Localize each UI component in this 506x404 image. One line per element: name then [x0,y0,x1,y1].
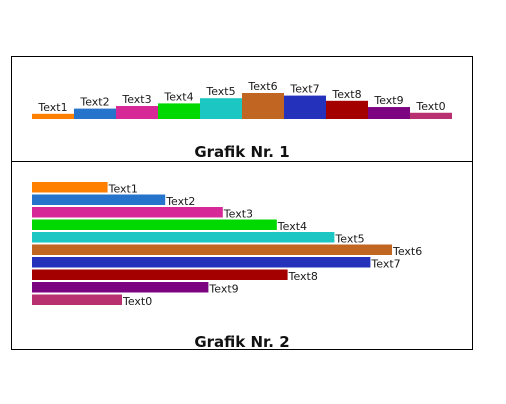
chart-1-label-text9: Text9 [373,94,403,107]
chart-1-bar-text9 [368,107,410,119]
chart-1-bar-text8 [326,100,368,119]
chart-1-bar-text6 [242,93,284,119]
chart-2-label-text8: Text8 [288,270,318,283]
chart-2-bar-text6 [32,244,392,255]
chart-2-label-text7: Text7 [370,258,400,271]
chart-1-label-text8: Text8 [331,88,361,101]
chart-1-label-text7: Text7 [289,83,319,96]
chart-1-label-text4: Text4 [163,90,193,103]
chart-1-label-text3: Text3 [121,93,151,106]
chart-1-bar-text7 [284,95,326,119]
chart-2-bar-text3 [32,207,223,218]
chart-1-bar-text1 [32,113,74,119]
chart-divider [11,161,473,162]
chart-1-label-text1: Text1 [37,101,67,114]
chart-2-label-text6: Text6 [392,245,422,258]
chart-2-bar-text0 [32,294,122,305]
chart-1-label-text6: Text6 [247,80,277,93]
chart-2-title: Grafik Nr. 2 [194,333,290,351]
chart-2-label-text1: Text1 [108,183,138,196]
chart-2-label-text0: Text0 [122,295,152,308]
chart-2-bar-text9 [32,282,209,293]
chart-1-title: Grafik Nr. 1 [194,143,290,161]
chart-2-label-text3: Text3 [223,208,253,221]
chart-1-bar-text2 [74,108,116,119]
chart-1-bar-text0 [410,112,452,119]
chart-2-bar-text1 [32,182,108,193]
chart-2-label-text2: Text2 [165,195,195,208]
chart-1-label-text2: Text2 [79,96,109,109]
chart-1-bar-text4 [158,103,200,119]
chart-1-label-text0: Text0 [415,100,445,113]
chart-1-bar-text3 [116,106,158,119]
chart-1-label-text5: Text5 [205,85,235,98]
chart-frame [11,56,473,350]
chart-2-bar-text4 [32,219,277,230]
chart-2-bar-text8 [32,269,288,280]
chart-2-bar-text7 [32,257,371,268]
chart-2-bar-text5 [32,232,335,243]
chart-2-label-text4: Text4 [277,220,307,233]
chart-2-bar-text2 [32,194,166,205]
chart-1-bar-text5 [200,98,242,119]
chart-2-label-text9: Text9 [208,283,238,296]
chart-2-label-text5: Text5 [334,233,364,246]
